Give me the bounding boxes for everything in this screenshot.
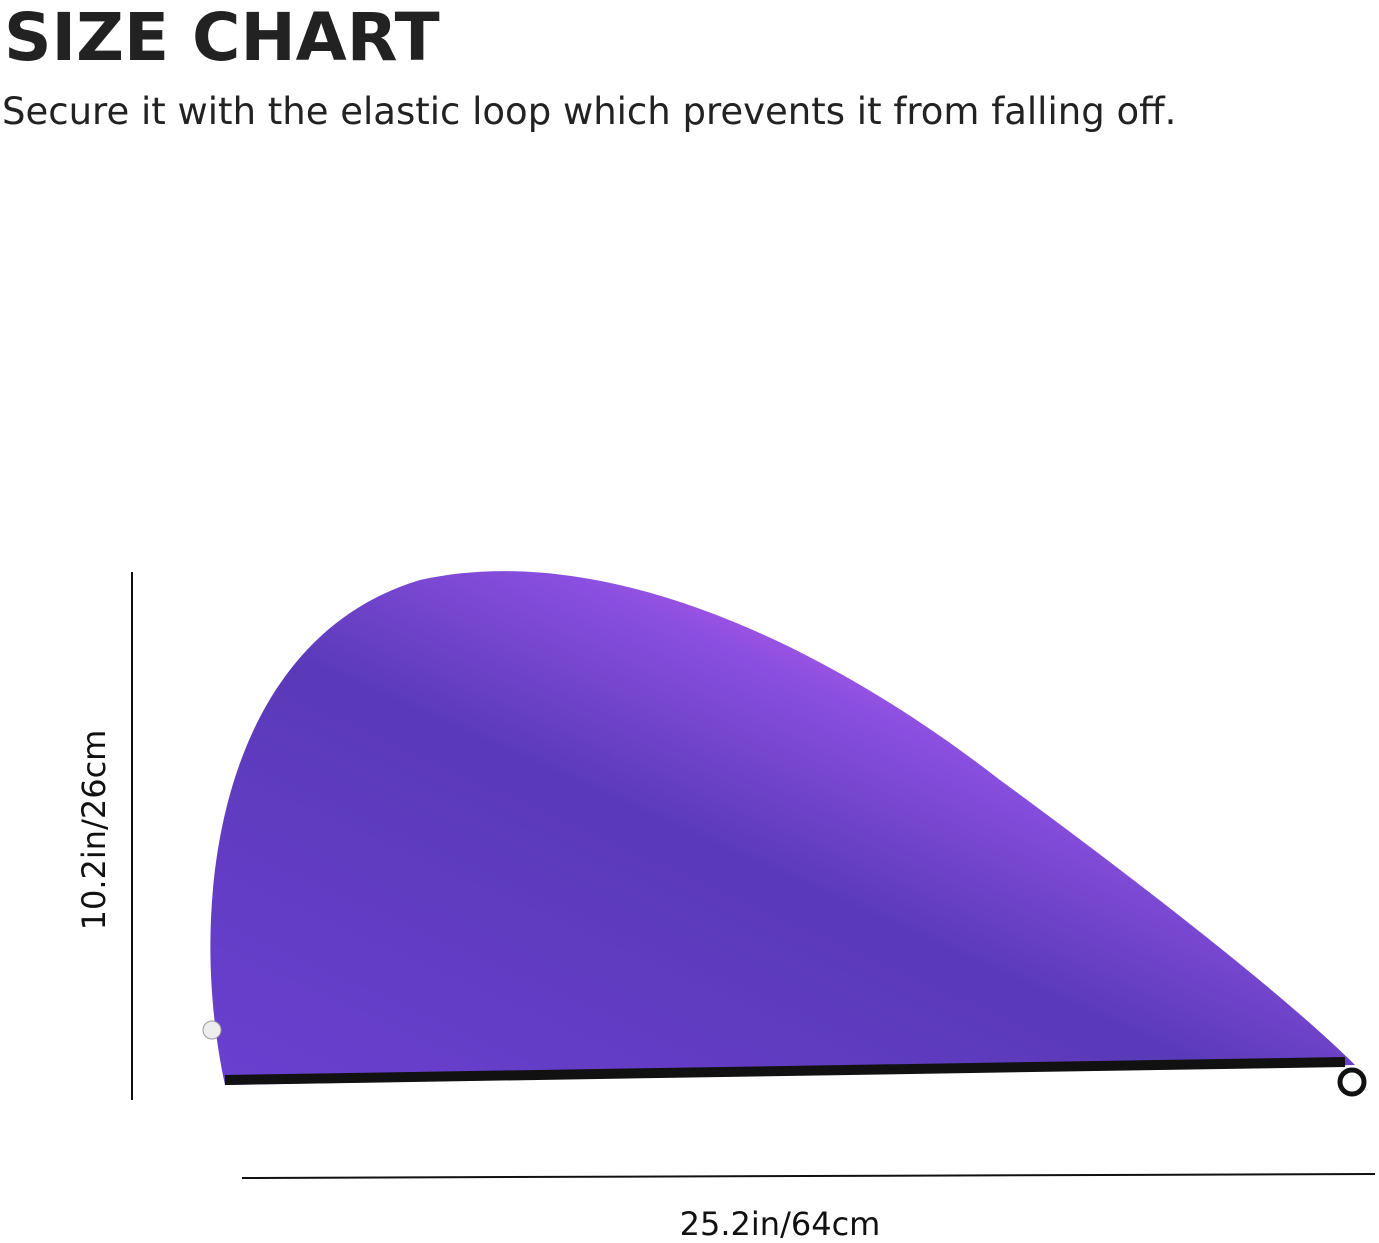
elastic-band <box>224 1057 1346 1085</box>
width-line <box>241 1173 1376 1179</box>
subtitle: Secure it with the elastic loop which pr… <box>2 90 1176 133</box>
width-label: 25.2in/64cm <box>680 1205 881 1243</box>
loop <box>1337 1067 1367 1097</box>
title: SIZE CHART <box>4 0 440 76</box>
towel-cap <box>210 571 1355 1085</box>
height-label: 10.2in/26cm <box>75 730 113 931</box>
button <box>202 1020 222 1040</box>
